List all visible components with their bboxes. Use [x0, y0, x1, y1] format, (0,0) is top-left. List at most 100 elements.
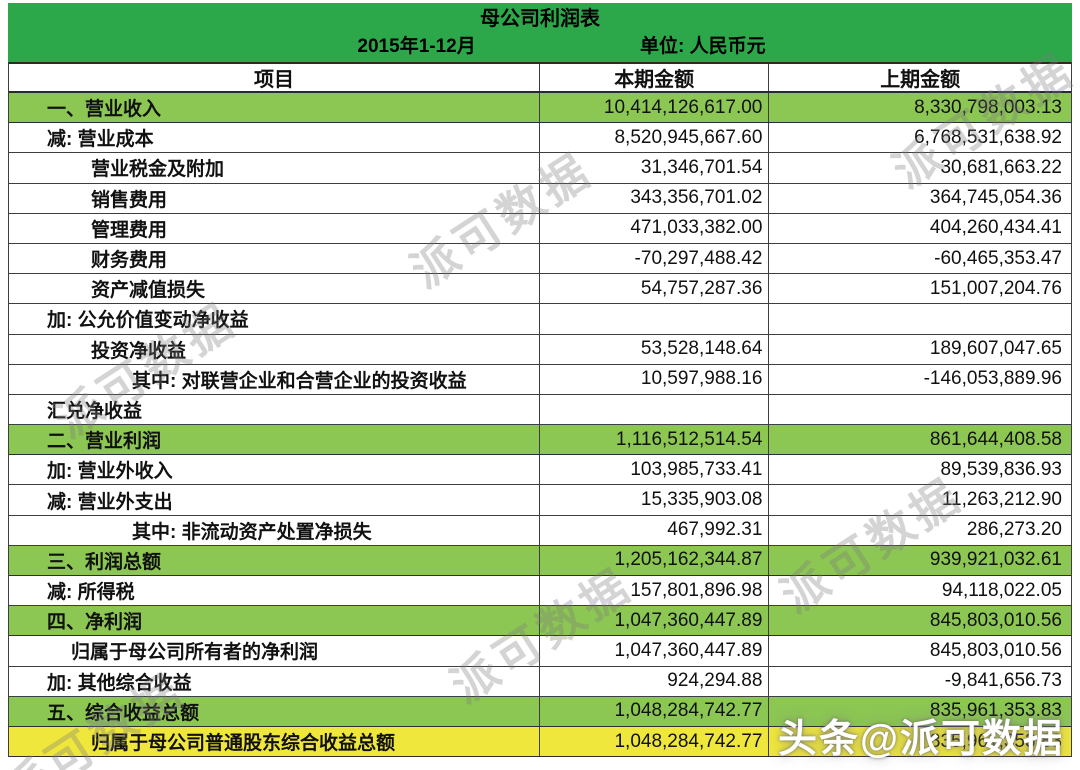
byline-watermark: 头条@派可数据	[777, 718, 1064, 761]
row-current-amount: 1,116,512,514.54	[540, 425, 770, 455]
row-current-amount: 10,597,988.16	[540, 364, 770, 394]
row-prior-amount: 404,260,434.41	[929, 217, 1062, 239]
column-header-item: 项目	[9, 64, 540, 91]
row-prior-amount: 6,768,531,638.92	[914, 126, 1062, 148]
column-header-prior-period: 上期金额	[880, 69, 961, 91]
row-prior-amount: 89,539,836.93	[940, 458, 1062, 480]
currency-unit-label: 单位: 人民币元	[640, 36, 766, 57]
row-current-amount: 53,528,148.64	[540, 334, 770, 364]
table-row: 五、综合收益总额 1,048,284,742.77 835,961,353.83	[9, 696, 1071, 727]
row-prior-amount: -146,053,889.96	[923, 368, 1062, 390]
row-current-amount: 1,048,284,742.77	[540, 696, 770, 726]
table-subtitle-row: 2015年1-12月 单位: 人民币元	[8, 34, 1072, 62]
row-prior-amount: 861,644,408.58	[929, 428, 1062, 450]
table-row: 其中: 对联营企业和合营企业的投资收益 10,597,988.16 -146,0…	[9, 364, 1071, 395]
row-label: 营业税金及附加	[9, 153, 540, 183]
table-row: 加: 其他综合收益 924,294.88 -9,841,656.73	[9, 666, 1071, 697]
row-label: 其中: 对联营企业和合营企业的投资收益	[9, 364, 540, 394]
row-current-amount: 103,985,733.41	[540, 455, 770, 485]
row-label: 一、营业收入	[9, 93, 540, 123]
row-prior-amount	[769, 304, 1071, 333]
row-label: 加: 公允价值变动净收益	[9, 304, 540, 334]
row-current-amount: -70,297,488.42	[540, 243, 770, 274]
row-label: 减: 营业外支出	[9, 485, 540, 515]
table-row: 加: 公允价值变动净收益	[9, 304, 1071, 335]
row-label: 资产减值损失	[9, 274, 540, 304]
table-row: 归属于母公司普通股东综合收益总额 1,048,284,742.77 835,96…	[9, 726, 1071, 758]
row-prior-amount: 151,007,204.76	[929, 277, 1062, 299]
row-current-amount: 1,205,162,344.87	[540, 545, 770, 575]
row-current-amount	[540, 304, 770, 334]
table-row: 汇兑净收益	[9, 394, 1071, 426]
row-prior-amount: 939,921,032.61	[929, 549, 1062, 571]
row-current-amount: 15,335,903.08	[540, 485, 770, 515]
table-title-band: 母公司利润表 2015年1-12月 单位: 人民币元	[8, 3, 1072, 62]
row-prior-amount: 286,273.20	[966, 519, 1062, 541]
row-current-amount: 467,992.31	[540, 515, 770, 545]
row-label: 三、利润总额	[9, 545, 540, 575]
income-statement-table: 母公司利润表 2015年1-12月 单位: 人民币元 项目 本期金额 上期金额 …	[8, 3, 1072, 758]
row-label: 加: 营业外收入	[9, 455, 540, 485]
row-prior-amount: 94,118,022.05	[941, 579, 1062, 601]
row-label: 管理费用	[9, 213, 540, 243]
row-prior-amount: 30,681,663.22	[940, 156, 1062, 178]
row-current-amount: 1,047,360,447.89	[540, 636, 770, 666]
row-prior-amount: 835,961,353.83	[929, 730, 1062, 752]
table-row: 营业税金及附加 31,346,701.54 30,681,663.22	[9, 153, 1071, 184]
row-label: 二、营业利润	[9, 425, 540, 455]
table-body: 项目 本期金额 上期金额 一、营业收入 10,414,126,617.00 8,…	[8, 62, 1072, 758]
table-title: 母公司利润表	[480, 8, 600, 30]
row-prior-amount: -9,841,656.73	[944, 670, 1062, 692]
table-row: 资产减值损失 54,757,287.36 151,007,204.76	[9, 274, 1071, 305]
row-prior-amount: 845,803,010.56	[929, 609, 1062, 631]
table-row: 三、利润总额 1,205,162,344.87 939,921,032.61	[9, 545, 1071, 576]
table-row: 一、营业收入 10,414,126,617.00 8,330,798,003.1…	[9, 93, 1071, 124]
row-current-amount: 1,047,360,447.89	[540, 606, 770, 636]
row-current-amount: 31,346,701.54	[540, 153, 770, 183]
row-current-amount: 471,033,382.00	[540, 213, 770, 243]
table-row: 二、营业利润 1,116,512,514.54 861,644,408.58	[9, 425, 1071, 456]
row-label: 其中: 非流动资产处置净损失	[9, 515, 540, 545]
table-row: 其中: 非流动资产处置净损失 467,992.31 286,273.20	[9, 515, 1071, 546]
period-label: 2015年1-12月	[357, 36, 476, 57]
table-row: 财务费用 -70,297,488.42 -60,465,353.47	[9, 243, 1071, 275]
row-prior-amount: 364,745,054.36	[929, 187, 1062, 209]
row-prior-amount: -60,465,353.47	[934, 247, 1062, 269]
row-prior-amount: 189,607,047.65	[929, 338, 1062, 360]
table-row: 减: 所得税 157,801,896.98 94,118,022.05	[9, 576, 1071, 607]
table-row: 投资净收益 53,528,148.64 189,607,047.65	[9, 334, 1071, 365]
row-label: 汇兑净收益	[9, 394, 540, 425]
column-header-current-period: 本期金额	[540, 64, 770, 91]
row-current-amount: 54,757,287.36	[540, 274, 770, 304]
row-current-amount: 10,414,126,617.00	[540, 93, 770, 123]
row-prior-amount: 835,961,353.83	[929, 700, 1062, 722]
table-row: 加: 营业外收入 103,985,733.41 89,539,836.93	[9, 455, 1071, 486]
row-label: 财务费用	[9, 243, 540, 274]
row-current-amount: 8,520,945,667.60	[540, 123, 770, 153]
row-current-amount	[540, 394, 770, 425]
row-current-amount: 924,294.88	[540, 666, 770, 696]
row-label: 归属于母公司所有者的净利润	[9, 636, 540, 666]
row-label: 四、净利润	[9, 606, 540, 636]
row-label: 归属于母公司普通股东综合收益总额	[9, 726, 540, 757]
row-label: 五、综合收益总额	[9, 696, 540, 726]
row-current-amount: 343,356,701.02	[540, 183, 770, 213]
table-rows: 一、营业收入 10,414,126,617.00 8,330,798,003.1…	[9, 93, 1071, 758]
row-current-amount: 157,801,896.98	[540, 576, 770, 606]
row-label: 加: 其他综合收益	[9, 666, 540, 696]
row-label: 投资净收益	[9, 334, 540, 364]
table-row: 减: 营业外支出 15,335,903.08 11,263,212.90	[9, 485, 1071, 516]
row-prior-amount: 845,803,010.56	[929, 639, 1062, 661]
table-row: 四、净利润 1,047,360,447.89 845,803,010.56	[9, 606, 1071, 637]
table-row: 减: 营业成本 8,520,945,667.60 6,768,531,638.9…	[9, 123, 1071, 154]
row-prior-amount: 8,330,798,003.13	[914, 96, 1062, 118]
table-row: 归属于母公司所有者的净利润 1,047,360,447.89 845,803,0…	[9, 636, 1071, 667]
row-prior-amount	[769, 395, 1071, 424]
row-label: 减: 营业成本	[9, 123, 540, 153]
row-label: 减: 所得税	[9, 576, 540, 606]
table-row: 销售费用 343,356,701.02 364,745,054.36	[9, 183, 1071, 214]
column-header-row: 项目 本期金额 上期金额	[9, 62, 1071, 93]
row-current-amount: 1,048,284,742.77	[540, 726, 770, 757]
row-prior-amount: 11,263,212.90	[941, 489, 1062, 511]
